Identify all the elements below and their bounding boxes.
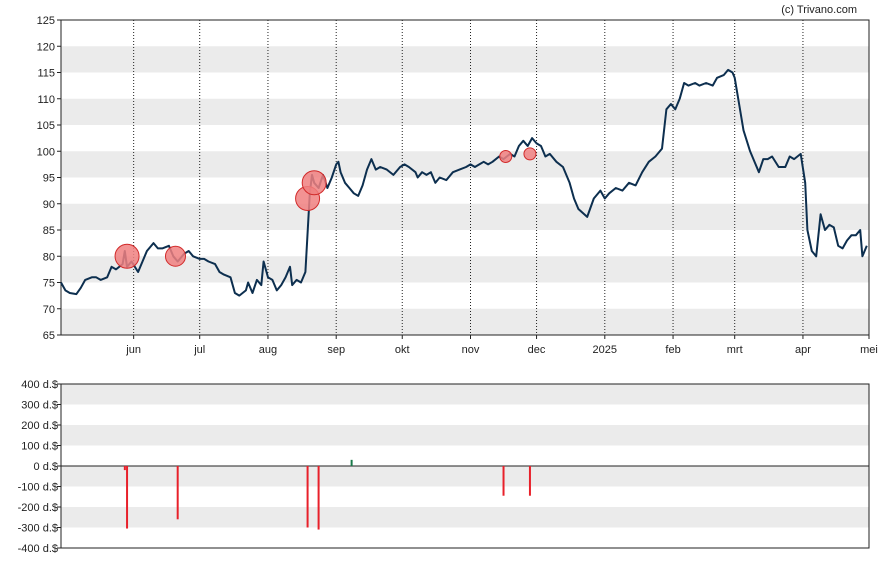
- y-tick-label: 105: [37, 120, 55, 132]
- y-tick-label: 400 d.$: [21, 379, 58, 391]
- y-tick-label: 100: [37, 146, 55, 158]
- y-tick-label: 65: [43, 330, 55, 342]
- y-tick-label: 80: [43, 251, 55, 263]
- transaction-marker: [523, 147, 537, 161]
- x-tick-label: feb: [665, 344, 680, 356]
- x-tick-label: aug: [259, 344, 277, 356]
- x-tick-label: mrt: [727, 344, 743, 356]
- y-tick-label: -100 d.$: [18, 482, 58, 494]
- y-tick-label: 300 d.$: [21, 400, 58, 412]
- transaction-marker: [301, 170, 327, 196]
- y-tick-label: 200 d.$: [21, 420, 58, 432]
- y-tick-label: -200 d.$: [18, 502, 58, 514]
- y-tick-label: 95: [43, 173, 55, 185]
- transaction-marker: [164, 245, 186, 267]
- y-tick-label: 90: [43, 199, 55, 211]
- y-tick-label: 75: [43, 278, 55, 290]
- y-tick-label: 85: [43, 225, 55, 237]
- y-tick-label: 110: [37, 94, 55, 106]
- price-grid-band: [61, 203, 869, 230]
- volume-plot-frame: [60, 383, 870, 549]
- price-grid-band: [61, 308, 869, 335]
- y-tick-label: 115: [37, 68, 55, 80]
- copyright-credit: (c) Trivano.com: [781, 4, 857, 16]
- volume-grid-band: [61, 425, 869, 446]
- x-tick-label: nov: [462, 344, 480, 356]
- x-tick-label: jun: [125, 344, 141, 356]
- transaction-chart-panel: -400 d.$ -300 d.$ -200 d.$ -100 d.$ 0 d.$ 100…: [18, 379, 870, 555]
- y-tick-label: -300 d.$: [18, 523, 58, 535]
- price-grid-band: [61, 98, 869, 125]
- y-tick-label: 70: [43, 304, 55, 316]
- price-grid-band: [61, 151, 869, 178]
- volume-grid-band: [61, 507, 869, 528]
- transaction-marker: [499, 150, 513, 163]
- price-grid-band: [61, 46, 869, 73]
- y-tick-label: 120: [37, 41, 55, 53]
- x-tick-label: mei: [860, 344, 878, 356]
- x-tick-label: dec: [528, 344, 546, 356]
- price-chart-panel: jun jul aug sep okt nov dec 2025 feb mrt apr mei 65 7…: [37, 15, 878, 356]
- transaction-marker: [114, 243, 140, 269]
- x-tick-label: apr: [795, 344, 811, 356]
- x-tick-label: 2025: [593, 344, 617, 356]
- price-series-line: [60, 68, 868, 297]
- y-tick-label: 0 d.$: [34, 461, 58, 473]
- x-tick-label: jul: [193, 344, 205, 356]
- price-plot-frame: [60, 19, 870, 336]
- x-tick-label: okt: [395, 344, 410, 356]
- y-tick-label: -400 d.$: [18, 543, 58, 555]
- y-tick-label: 100 d.$: [21, 441, 58, 453]
- volume-grid-band: [61, 466, 869, 487]
- volume-grid-band: [61, 384, 869, 405]
- x-tick-label: sep: [327, 344, 345, 356]
- y-tick-label: 125: [37, 15, 55, 27]
